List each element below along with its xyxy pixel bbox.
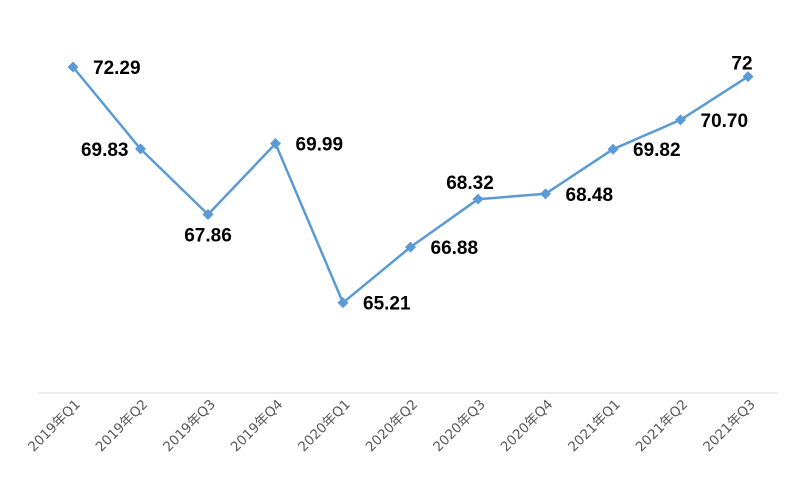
marker-layer xyxy=(67,61,754,309)
x-tick-label: 2021年Q3 xyxy=(700,397,759,456)
data-point-marker xyxy=(607,143,619,155)
data-point-marker xyxy=(202,208,214,220)
data-label: 70.70 xyxy=(701,111,749,132)
data-label: 66.88 xyxy=(431,238,479,259)
x-tick-label: 2021年Q2 xyxy=(633,397,692,456)
x-tick-label: 2019年Q3 xyxy=(160,397,219,456)
data-label: 68.32 xyxy=(446,173,494,194)
data-point-marker xyxy=(540,188,551,200)
data-label: 68.48 xyxy=(566,185,614,206)
data-label: 65.21 xyxy=(363,294,411,315)
data-label: 72.29 xyxy=(93,58,141,79)
data-point-marker xyxy=(337,297,349,309)
data-label: 69.99 xyxy=(296,135,344,156)
data-point-marker xyxy=(270,138,281,150)
x-tick-label: 2019年Q2 xyxy=(93,397,152,456)
x-tick-label: 2020年Q2 xyxy=(363,397,422,456)
x-tick-label: 2020年Q4 xyxy=(498,397,557,456)
data-label: 69.83 xyxy=(81,140,129,161)
data-point-marker xyxy=(472,193,484,205)
data-point-marker xyxy=(405,241,416,253)
x-tick-label: 2020年Q3 xyxy=(430,397,489,456)
series-line xyxy=(72,66,749,304)
x-tick-label-layer: 2019年Q1 2019年Q2 2019年Q3 2019年Q4 2020年Q1 2020年… xyxy=(25,397,759,456)
data-point-marker xyxy=(67,61,79,73)
series-layer xyxy=(72,66,749,304)
x-tick-label: 2019年Q4 xyxy=(228,397,287,456)
data-point-marker xyxy=(742,71,754,83)
x-tick-label: 2020年Q1 xyxy=(295,397,354,456)
x-tick-label: 2021年Q1 xyxy=(565,397,624,456)
data-label: 69.82 xyxy=(633,140,681,161)
data-label: 72 xyxy=(731,54,752,75)
x-tick-label: 2019年Q1 xyxy=(25,397,84,456)
data-point-marker xyxy=(135,143,146,155)
data-label-layer: 72.29 69.83 67.86 69.99 65.21 66.88 68.32 68.48… xyxy=(81,54,753,315)
data-point-marker xyxy=(675,114,686,126)
data-label: 67.86 xyxy=(184,226,232,247)
